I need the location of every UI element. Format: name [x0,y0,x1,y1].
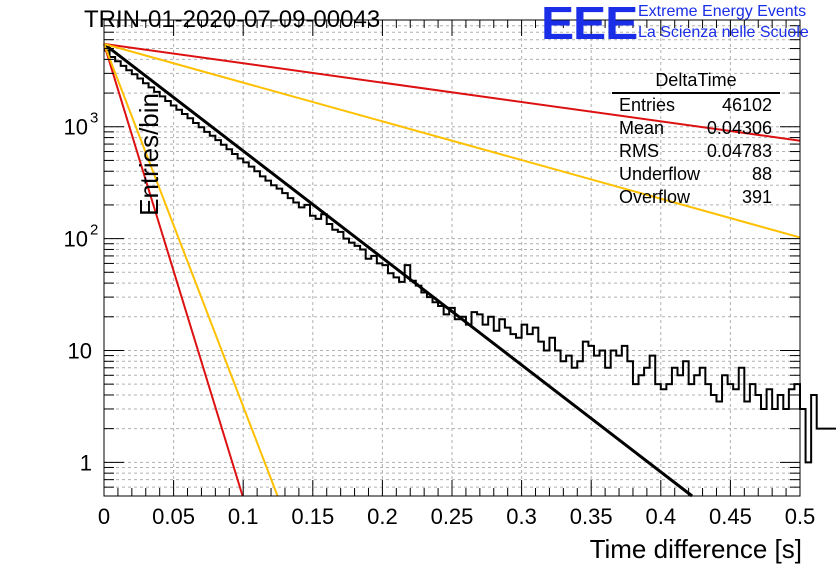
axes-layer [103,19,801,497]
x-tick-label: 0.5 [785,504,816,529]
y-tick-label: 10 [64,227,88,252]
stats-value: 391 [741,187,772,207]
stats-label: RMS [619,141,659,161]
run-title: TRIN-01-2020-07-09-00043 [84,6,381,33]
x-axis-title: Time difference [s] [589,534,802,564]
stats-row-rms: RMS 0.04783 [612,140,780,163]
fit-curve-4 [103,42,801,239]
fit-curve-1 [103,43,244,497]
x-tick-label: 0.25 [431,504,474,529]
x-tick-label: 0.45 [709,504,752,529]
stats-row-entries: Entries 46102 [612,94,780,117]
y-axis-title: Entries/bin [134,93,164,216]
stats-row-overflow: Overflow 391 [612,186,780,209]
eee-logo: EEE [541,0,638,49]
y-tick-label: 1 [80,450,92,475]
eee-logo-line-2: La Scienza nelle Scuole [638,24,809,41]
histogram-layer [104,49,836,464]
stats-label: Underflow [619,164,701,184]
tick-labels-layer: 0 0.05 0.1 0.15 0.2 0.25 0.3 0.35 0.4 0.45 0.5 1 10 1… [64,110,816,529]
stats-row-mean: Mean 0.04306 [612,117,780,140]
x-tick-label: 0.05 [152,504,195,529]
stats-box-title: DeltaTime [612,70,780,94]
eee-logo-line-1: Extreme Energy Events [638,3,807,20]
stats-value: 0.04306 [706,118,772,138]
fit-curve-2 [103,43,279,497]
fit-curve-3 [103,42,801,142]
x-tick-label: 0.1 [228,504,259,529]
x-tick-label: 0.35 [570,504,613,529]
x-tick-label: 0.15 [291,504,334,529]
y-tick-label: 10 [68,338,92,363]
fit-curves-layer [103,42,801,498]
y-tick-label: 10 [64,115,88,140]
y-tick-exponent: 2 [90,222,98,239]
x-tick-label: 0 [98,504,110,529]
stats-label: Mean [619,118,665,138]
stats-value: 46102 [721,95,772,115]
stats-value: 88 [751,164,772,184]
y-tick-exponent: 3 [90,110,98,127]
x-tick-label: 0.2 [367,504,398,529]
stats-row-underflow: Underflow 88 [612,163,780,186]
stats-value: 0.04783 [706,141,772,161]
stats-label: Entries [619,95,676,115]
stats-box: DeltaTime Entries 46102 Mean 0.04306 RMS… [612,70,780,209]
x-tick-label: 0.3 [506,504,537,529]
fit-curve-0 [103,42,694,498]
histogram-step-line [104,49,836,464]
stats-label: Overflow [619,187,691,207]
x-tick-label: 0.4 [646,504,677,529]
